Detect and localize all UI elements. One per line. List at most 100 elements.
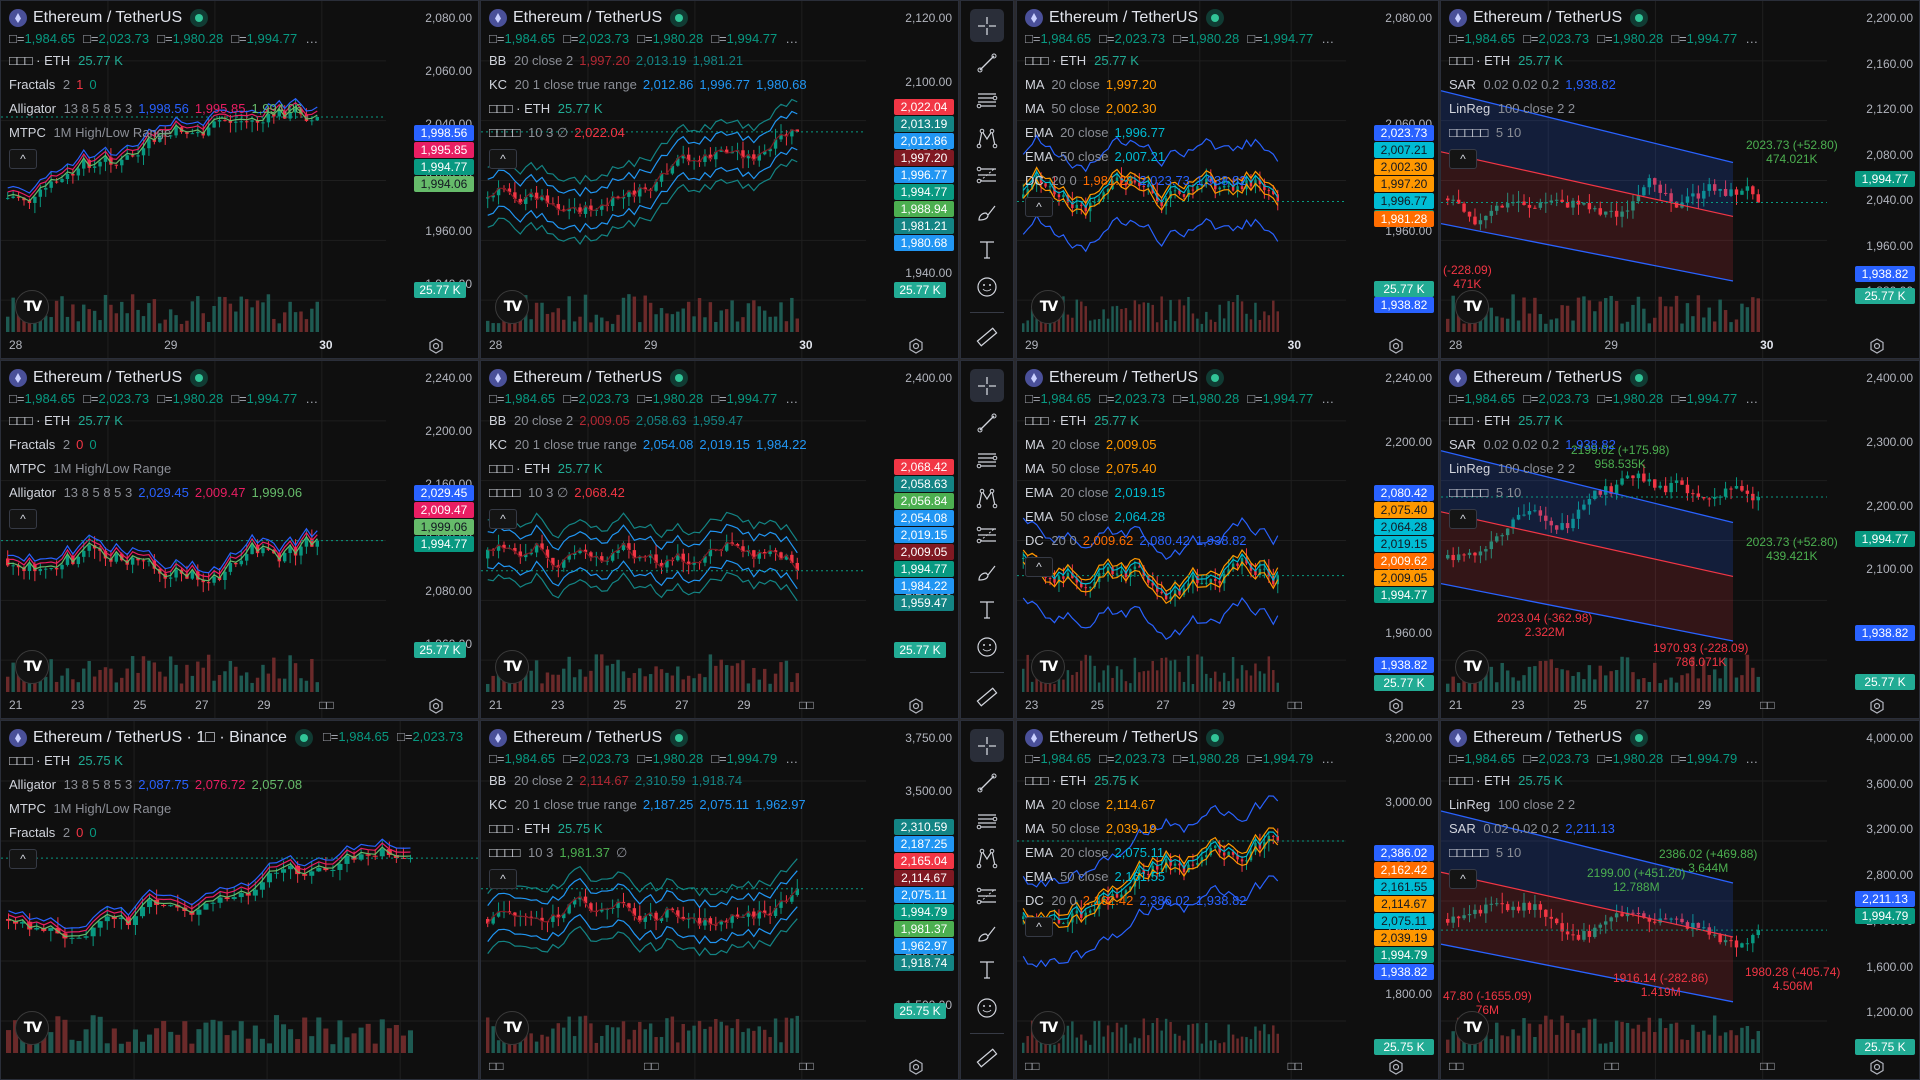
chart-panel-r1c1[interactable]: Ethereum / TetherUS □=1,984.65 □=2,023.73 □…: [0, 0, 479, 359]
chart-settings-gear-icon[interactable]: [1869, 1059, 1885, 1075]
price-axis[interactable]: 2,080.002,060.001,960.002,023.732,007.21…: [1344, 1, 1438, 358]
brush-tool-button[interactable]: [970, 196, 1004, 229]
indicator-legend-ema[interactable]: EMA 20 close 2,019.15: [1025, 481, 1334, 505]
more-ellipsis[interactable]: …: [1321, 751, 1335, 766]
symbol-title[interactable]: Ethereum / TetherUS: [489, 367, 813, 389]
indicator-legend-kc[interactable]: KC 20 1 close true range 2,012.86 1,996.77…: [489, 73, 813, 97]
collapse-legend-button[interactable]: ^: [9, 149, 37, 169]
indicator-legend-mtpc[interactable]: MTPC 1M High/Low Range: [9, 797, 471, 821]
symbol-title[interactable]: Ethereum / TetherUS: [1025, 7, 1334, 29]
tradingview-logo[interactable]: TV: [1455, 1011, 1489, 1045]
indicator-legend-dc[interactable]: DC 20 0 2,162.42 2,386.02 1,938.82: [1025, 889, 1334, 913]
fib-tool-button[interactable]: [970, 518, 1004, 551]
chart-settings-gear-icon[interactable]: [1869, 338, 1885, 354]
tradingview-logo[interactable]: TV: [1455, 650, 1489, 684]
tradingview-logo[interactable]: TV: [1455, 290, 1489, 324]
volume-legend[interactable]: □□□ · ETH 25.77 K: [1449, 409, 1758, 433]
text-tool-button[interactable]: [970, 954, 1004, 987]
indicator-legend-ma[interactable]: MA 50 close 2,075.40: [1025, 457, 1334, 481]
more-ellipsis[interactable]: …: [1321, 31, 1335, 46]
indicator-legend-ma[interactable]: MA 20 close 2,114.67: [1025, 793, 1334, 817]
indicator-legend-ma[interactable]: MA 50 close 2,002.30: [1025, 97, 1334, 121]
indicator-legend-ema[interactable]: EMA 50 close 2,064.28: [1025, 505, 1334, 529]
chart-panel-r2c2[interactable]: Ethereum / TetherUS □=1,984.65 □=2,023.73 □…: [480, 360, 959, 719]
chart-settings-gear-icon[interactable]: [908, 338, 924, 354]
volume-legend[interactable]: □□□ · ETH 25.77 K: [9, 409, 318, 433]
volume-legend[interactable]: □□□ · ETH 25.77 K: [1025, 409, 1334, 433]
indicator-legend-ema[interactable]: EMA 50 close 2,161.55: [1025, 865, 1334, 889]
collapse-legend-button[interactable]: ^: [1449, 509, 1477, 529]
horizontal-lines-tool-button[interactable]: [970, 804, 1004, 837]
indicator-legend-ema[interactable]: EMA 20 close 1,996.77: [1025, 121, 1334, 145]
more-ellipsis[interactable]: …: [1321, 391, 1335, 406]
indicator-legend-bb[interactable]: BB 20 close 2 2,114.67 2,310.59 1,918.74: [489, 769, 812, 793]
indicator-legend-linreg[interactable]: LinReg 100 close 2 2: [1449, 793, 1758, 817]
chart-panel-r3c2[interactable]: Ethereum / TetherUS □=1,984.65 □=2,023.73 □…: [480, 720, 959, 1080]
ruler-tool-button[interactable]: [970, 321, 1004, 354]
indicator-legend-mtpc[interactable]: MTPC 1M High/Low Range: [9, 121, 318, 145]
indicator-legend-[interactable]: □□□□ 10 3 ∅ 2,068.42: [489, 481, 813, 505]
indicator-legend-[interactable]: □□□□ 10 3 ∅ 2,022.04: [489, 121, 813, 145]
indicator-legend-bb[interactable]: BB 20 close 2 1,997.20 2,013.19 1,981.21: [489, 49, 813, 73]
time-axis[interactable]: 21 23 25 27 29 □□: [481, 694, 866, 718]
price-chart-canvas[interactable]: [481, 721, 866, 1080]
chart-panel-r3c1[interactable]: Ethereum / TetherUS · 1□ · Binance □=1,98…: [0, 720, 479, 1080]
price-axis[interactable]: 4,000.003,600.003,200.002,800.002,400.00…: [1825, 721, 1919, 1079]
symbol-title[interactable]: Ethereum / TetherUS: [1449, 727, 1758, 749]
chart-settings-gear-icon[interactable]: [908, 1059, 924, 1075]
horizontal-lines-tool-button[interactable]: [970, 444, 1004, 477]
tradingview-logo[interactable]: TV: [495, 650, 529, 684]
volume-legend[interactable]: □□□ · ETH 25.75 K: [1025, 769, 1334, 793]
price-axis[interactable]: 2,240.002,200.002,160.002,120.002,080.00…: [384, 361, 478, 718]
time-axis[interactable]: □□ □□: [1017, 1055, 1346, 1079]
symbol-title[interactable]: Ethereum / TetherUS: [9, 367, 318, 389]
symbol-title[interactable]: Ethereum / TetherUS: [489, 727, 812, 749]
chart-panel-r2c4[interactable]: Ethereum / TetherUS □=1,984.65 □=2,023.73 □…: [1440, 360, 1920, 719]
price-chart-canvas[interactable]: [1017, 721, 1346, 1080]
tradingview-logo[interactable]: TV: [15, 290, 49, 324]
collapse-legend-button[interactable]: ^: [1449, 869, 1477, 889]
more-ellipsis[interactable]: …: [305, 391, 319, 406]
indicator-legend-alligator[interactable]: Alligator 13 8 5 8 5 3 2,029.45 2,009.47 1,…: [9, 481, 318, 505]
indicator-legend-ema[interactable]: EMA 50 close 2,007.21: [1025, 145, 1334, 169]
more-ellipsis[interactable]: …: [785, 31, 799, 46]
chart-settings-gear-icon[interactable]: [1388, 698, 1404, 714]
chart-settings-gear-icon[interactable]: [428, 698, 444, 714]
price-chart-canvas[interactable]: [1441, 1, 1827, 359]
pattern-tool-button[interactable]: [970, 121, 1004, 154]
price-axis[interactable]: 3,750.003,500.003,250.003,000.002,750.00…: [864, 721, 958, 1079]
horizontal-lines-tool-button[interactable]: [970, 84, 1004, 117]
collapse-legend-button[interactable]: ^: [1025, 557, 1053, 577]
volume-legend[interactable]: □□□ · ETH 25.77 K: [9, 49, 318, 73]
text-tool-button[interactable]: [970, 233, 1004, 266]
indicator-legend-mtpc[interactable]: MTPC 1M High/Low Range: [9, 457, 318, 481]
price-axis[interactable]: 2,400.002,300.002,200.002,068.422,058.63…: [864, 361, 958, 718]
brush-tool-button[interactable]: [970, 916, 1004, 949]
indicator-legend-eth[interactable]: □□□ · ETH 25.77 K: [489, 97, 813, 121]
more-ellipsis[interactable]: …: [785, 751, 799, 766]
more-ellipsis[interactable]: …: [1745, 31, 1759, 46]
tradingview-logo[interactable]: TV: [15, 650, 49, 684]
price-axis[interactable]: 2,240.002,200.002,160.002,120.001,960.00…: [1344, 361, 1438, 718]
indicator-legend-[interactable]: □□□□□ 5 10: [1449, 481, 1758, 505]
indicator-legend-linreg[interactable]: LinReg 100 close 2 2: [1449, 97, 1758, 121]
chart-panel-r1c4[interactable]: Ethereum / TetherUS □=1,984.65 □=2,023.73 □…: [1440, 0, 1920, 359]
trendline-tool-button[interactable]: [970, 766, 1004, 799]
indicator-legend-kc[interactable]: KC 20 1 close true range 2,054.08 2,019.15…: [489, 433, 813, 457]
indicator-legend-eth[interactable]: □□□ · ETH 25.77 K: [489, 457, 813, 481]
ruler-tool-button[interactable]: [970, 681, 1004, 714]
indicator-legend-bb[interactable]: BB 20 close 2 2,009.05 2,058.63 1,959.47: [489, 409, 813, 433]
trendline-tool-button[interactable]: [970, 46, 1004, 79]
time-axis[interactable]: 29 30: [1017, 334, 1346, 358]
crosshair-tool-button[interactable]: [970, 9, 1004, 43]
emoji-tool-button[interactable]: [970, 630, 1004, 663]
volume-legend[interactable]: □□□ · ETH 25.75 K: [9, 749, 471, 773]
price-chart-canvas[interactable]: [481, 361, 866, 719]
price-axis[interactable]: 2,080.002,060.002,040.002,020.001,960.00…: [384, 1, 478, 358]
tradingview-logo[interactable]: TV: [1031, 1011, 1065, 1045]
more-ellipsis[interactable]: …: [1745, 391, 1759, 406]
chart-settings-gear-icon[interactable]: [1388, 338, 1404, 354]
more-ellipsis[interactable]: …: [785, 391, 799, 406]
fib-tool-button[interactable]: [970, 879, 1004, 912]
chart-settings-gear-icon[interactable]: [1869, 698, 1885, 714]
